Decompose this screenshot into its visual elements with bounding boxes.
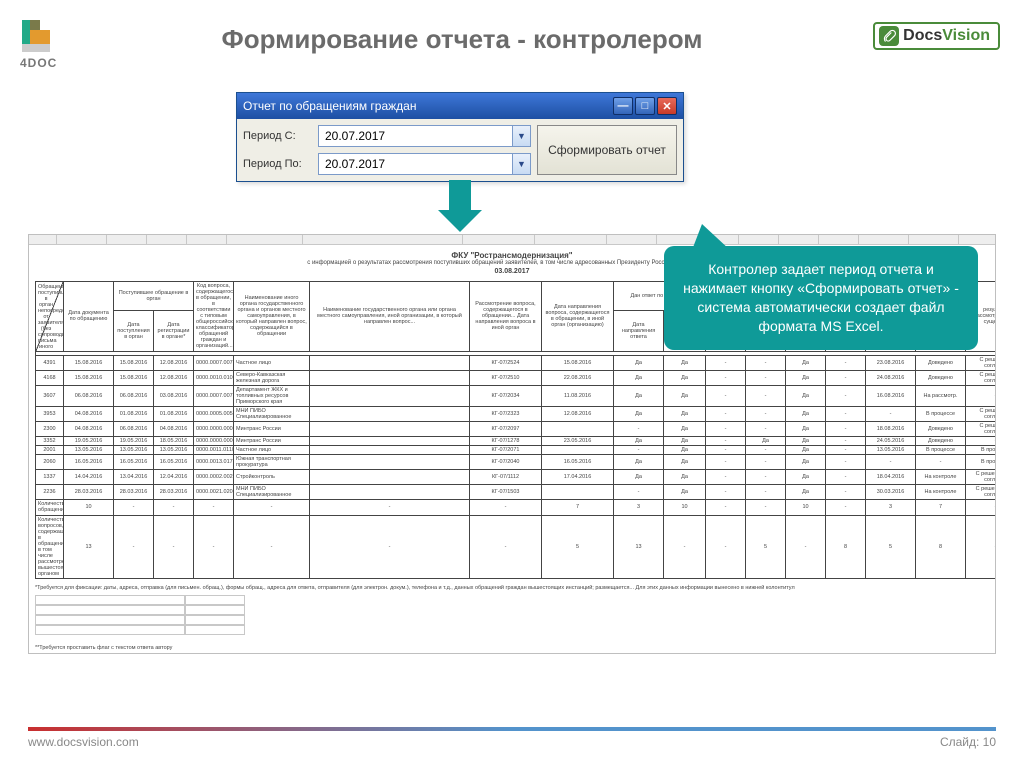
minimize-button[interactable]: — [613, 97, 633, 115]
slide-title: Формирование отчета - контролером [120, 24, 804, 55]
table-row: 133714.04.201613.04.201612.04.20160000.0… [36, 470, 997, 485]
period-from-field[interactable]: ▼ [318, 125, 531, 147]
report-footnote-2: **Требуется проставить флаг с текстом от… [35, 645, 989, 651]
table-row: 335219.05.201619.05.201618.05.20160000.0… [36, 437, 997, 446]
dialog-title: Отчет по обращениям граждан [243, 99, 416, 113]
table-summary-row: Количество обращений10------7310--10-37- [36, 500, 997, 515]
callout-text: Контролер задает период отчета и нажимае… [683, 261, 959, 334]
footer-url: www.docsvision.com [28, 735, 139, 749]
period-to-label: Период По: [243, 158, 318, 170]
arrow-down-icon [438, 180, 482, 232]
table-row: 230004.08.201606.08.201604.08.20160000.0… [36, 421, 997, 436]
empty-cells [35, 595, 989, 635]
footer-slide-number: Слайд: 10 [940, 735, 996, 749]
table-row: 206016.05.201616.05.201616.05.20160000.0… [36, 455, 997, 470]
close-button[interactable]: ✕ [657, 97, 677, 115]
chevron-down-icon[interactable]: ▼ [512, 154, 530, 174]
generate-report-button[interactable]: Сформировать отчет [537, 125, 677, 175]
table-row: 416815.08.201615.08.201612.08.20160000.0… [36, 370, 997, 385]
period-from-label: Период С: [243, 130, 318, 142]
chevron-down-icon[interactable]: ▼ [512, 126, 530, 146]
period-from-input[interactable] [319, 126, 512, 146]
table-summary-row: Количество вопросов, содержащихся в обра… [36, 515, 997, 578]
table-row: 395304.08.201601.08.201601.08.20160000.0… [36, 406, 997, 421]
table-row: 360706.08.201606.08.201603.08.20160000.0… [36, 385, 997, 406]
table-row: 439115.08.201615.08.201612.08.20160000.0… [36, 355, 997, 370]
logo-4doc: 4DOC [20, 20, 57, 70]
report-dialog: Отчет по обращениям граждан — □ ✕ Период… [236, 92, 684, 182]
table-row: 223628.03.201628.03.201628.03.20160000.0… [36, 485, 997, 500]
slide-footer: www.docsvision.com Слайд: 10 [28, 727, 996, 749]
table-row: 200113.05.201613.05.201613.05.20160000.0… [36, 446, 997, 455]
paperclip-icon [879, 26, 899, 46]
excel-column-ruler [29, 235, 995, 245]
logo-vision: Vision [942, 27, 990, 44]
logo-4doc-text: 4DOC [20, 56, 57, 70]
logo-docs: Docs [903, 27, 942, 44]
period-to-input[interactable] [319, 154, 512, 174]
instruction-callout: Контролер задает период отчета и нажимае… [664, 246, 978, 350]
report-footnote-1: *Требуется для фиксации: даты, адреса, о… [35, 585, 989, 591]
maximize-button[interactable]: □ [635, 97, 655, 115]
dialog-titlebar[interactable]: Отчет по обращениям граждан — □ ✕ [237, 93, 683, 119]
period-to-field[interactable]: ▼ [318, 153, 531, 175]
logo-docsvision: DocsVision [873, 22, 1000, 50]
